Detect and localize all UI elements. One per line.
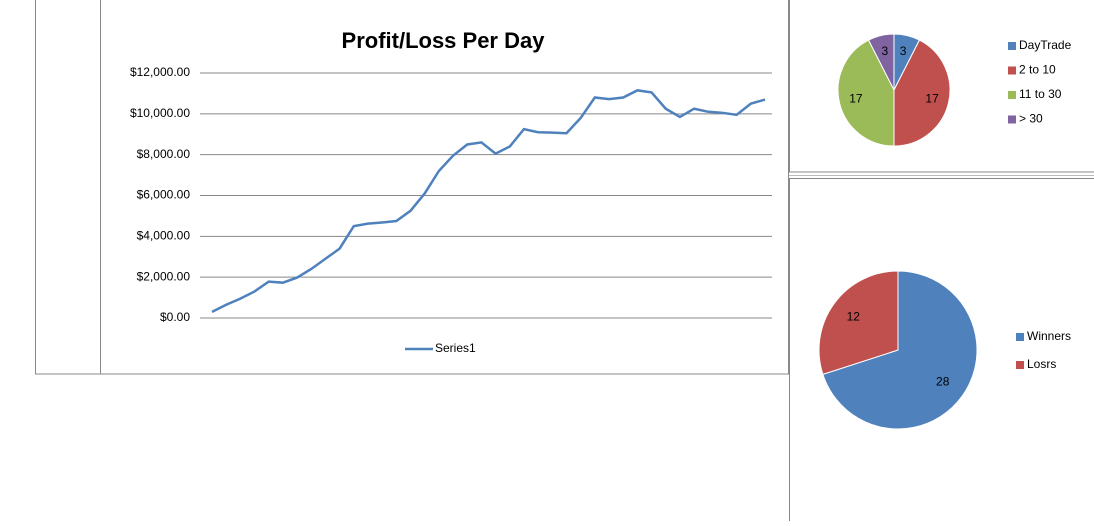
legend-label: > 30 xyxy=(1019,112,1043,126)
data-label: 3 xyxy=(882,44,889,58)
legend-label: Losrs xyxy=(1027,357,1056,371)
data-label: 28 xyxy=(936,375,950,389)
y-tick-label: $10,000.00 xyxy=(130,106,190,120)
legend-swatch xyxy=(1008,91,1016,99)
data-label: 17 xyxy=(925,91,939,105)
y-tick-label: $4,000.00 xyxy=(137,229,191,243)
y-tick-label: $12,000.00 xyxy=(130,65,190,79)
y-tick-label: $2,000.00 xyxy=(137,269,191,283)
legend-swatch xyxy=(1016,333,1024,341)
legend-swatch xyxy=(1016,361,1024,369)
legend-label: Series1 xyxy=(435,341,476,355)
y-tick-label: $8,000.00 xyxy=(137,147,191,161)
legend-label: Winners xyxy=(1027,329,1071,343)
y-tick-label: $6,000.00 xyxy=(137,188,191,202)
legend-label: 11 to 30 xyxy=(1019,87,1062,101)
legend-swatch xyxy=(1008,67,1016,75)
legend-swatch xyxy=(1008,116,1016,124)
legend-swatch xyxy=(1008,42,1016,50)
chart-title: Profit/Loss Per Day xyxy=(342,28,546,53)
y-tick-label: $0.00 xyxy=(160,310,190,324)
data-label: 17 xyxy=(849,91,863,105)
legend-label: 2 to 10 xyxy=(1019,63,1056,77)
legend-label: DayTrade xyxy=(1019,38,1072,52)
data-label: 12 xyxy=(847,310,861,324)
data-label: 3 xyxy=(900,44,907,58)
